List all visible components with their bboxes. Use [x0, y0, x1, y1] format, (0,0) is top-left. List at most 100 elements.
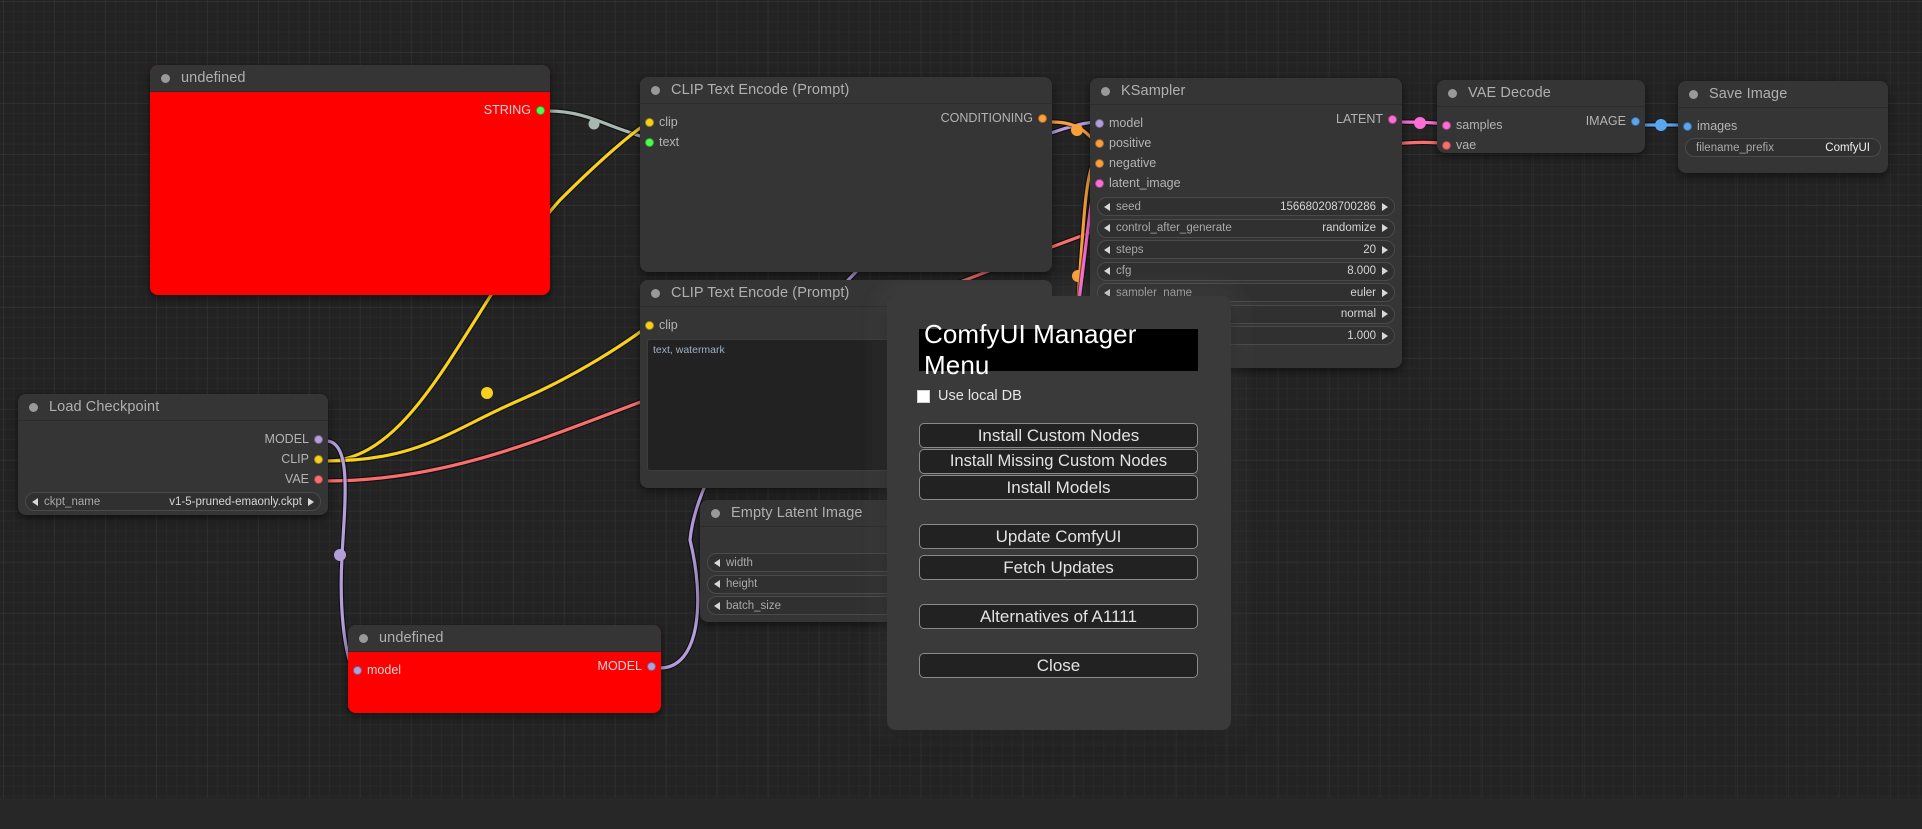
- input-dot-icon[interactable]: [1095, 138, 1104, 148]
- widget-name: ckpt_name: [44, 495, 101, 508]
- input-dot-icon[interactable]: [645, 137, 654, 147]
- output-slot-vae[interactable]: VAE: [18, 469, 328, 489]
- increment-arrow-icon[interactable]: [1382, 202, 1388, 211]
- node-save-image[interactable]: Save Image images filename_prefix ComfyU…: [1678, 81, 1888, 173]
- output-slot-latent[interactable]: LATENT: [1090, 109, 1402, 129]
- node-clip-text-encode-positive[interactable]: CLIP Text Encode (Prompt) clip text COND…: [640, 77, 1052, 272]
- input-dot-icon[interactable]: [1095, 158, 1104, 168]
- install-missing-custom-nodes-button[interactable]: Install Missing Custom Nodes: [919, 449, 1198, 474]
- input-label: images: [1697, 119, 1738, 133]
- collapse-dot-icon[interactable]: [651, 288, 660, 298]
- increment-arrow-icon[interactable]: [1382, 267, 1388, 275]
- input-slot-model[interactable]: model: [1090, 113, 1402, 133]
- update-comfyui-button[interactable]: Update ComfyUI: [919, 524, 1198, 549]
- output-dot-icon[interactable]: [314, 474, 323, 484]
- node-load-checkpoint[interactable]: Load Checkpoint MODEL CLIP VAE ckpt_name…: [18, 394, 328, 515]
- output-slot-model[interactable]: MODEL: [348, 656, 661, 676]
- node-title-bar[interactable]: CLIP Text Encode (Prompt): [640, 77, 1052, 104]
- output-dot-icon[interactable]: [314, 434, 323, 444]
- input-slot-text[interactable]: text: [640, 132, 1052, 152]
- decrement-arrow-icon[interactable]: [714, 580, 720, 588]
- widget-control-after-generate[interactable]: control_after_generate randomize: [1097, 218, 1395, 238]
- collapse-dot-icon[interactable]: [651, 85, 660, 95]
- decrement-arrow-icon[interactable]: [1104, 288, 1110, 297]
- output-slot-clip[interactable]: CLIP: [18, 449, 328, 469]
- input-slot-positive[interactable]: positive: [1090, 133, 1402, 153]
- increment-arrow-icon[interactable]: [1382, 310, 1388, 318]
- increment-arrow-icon[interactable]: [1382, 288, 1388, 297]
- node-title-bar[interactable]: Save Image: [1678, 81, 1888, 108]
- comfyui-manager-dialog[interactable]: ComfyUI Manager Menu Use local DB Instal…: [887, 296, 1231, 730]
- input-slot-images[interactable]: images: [1678, 116, 1888, 136]
- collapse-dot-icon[interactable]: [1448, 88, 1457, 98]
- input-slot-vae[interactable]: vae: [1437, 135, 1645, 155]
- input-slot-model[interactable]: model: [348, 660, 661, 680]
- decrement-arrow-icon[interactable]: [1104, 202, 1110, 211]
- node-vae-decode[interactable]: VAE Decode samples vae IMAGE: [1437, 80, 1645, 153]
- output-dot-icon[interactable]: [1631, 116, 1640, 126]
- decrement-arrow-icon[interactable]: [32, 497, 38, 506]
- use-local-db-row[interactable]: Use local DB: [917, 388, 1022, 404]
- widget-filename-prefix[interactable]: filename_prefix ComfyUI: [1685, 138, 1881, 157]
- input-dot-icon[interactable]: [1683, 121, 1692, 131]
- input-slot-clip[interactable]: clip: [640, 315, 1052, 335]
- node-body: model MODEL: [348, 652, 661, 713]
- collapse-dot-icon[interactable]: [29, 402, 38, 412]
- collapse-dot-icon[interactable]: [1101, 86, 1110, 96]
- decrement-arrow-icon[interactable]: [1104, 245, 1110, 254]
- output-slot-image[interactable]: IMAGE: [1437, 111, 1645, 131]
- decrement-arrow-icon[interactable]: [1104, 224, 1110, 232]
- decrement-arrow-icon[interactable]: [714, 558, 720, 567]
- alternatives-of-a1111-button[interactable]: Alternatives of A1111: [919, 604, 1198, 629]
- widget-ckpt-name[interactable]: ckpt_name v1-5-pruned-emaonly.ckpt: [25, 492, 321, 511]
- input-slot-negative[interactable]: negative: [1090, 153, 1402, 173]
- input-slot-samples[interactable]: samples: [1437, 115, 1645, 135]
- input-slot-latent-image[interactable]: latent_image: [1090, 173, 1402, 193]
- decrement-arrow-icon[interactable]: [1104, 267, 1110, 275]
- node-title-bar[interactable]: VAE Decode: [1437, 80, 1645, 107]
- output-slot-string[interactable]: STRING: [150, 100, 550, 120]
- increment-arrow-icon[interactable]: [308, 497, 314, 506]
- input-slot-clip[interactable]: clip: [640, 112, 1052, 132]
- node-undefined-string[interactable]: undefined STRING: [150, 65, 550, 295]
- output-slot-conditioning[interactable]: CONDITIONING: [640, 108, 1052, 128]
- widget-seed[interactable]: seed 156680208700286: [1097, 197, 1395, 216]
- output-dot-icon[interactable]: [536, 105, 545, 115]
- input-dot-icon[interactable]: [1442, 120, 1451, 130]
- collapse-dot-icon[interactable]: [711, 508, 720, 518]
- node-body: samples vae IMAGE: [1437, 107, 1645, 153]
- node-title-bar[interactable]: undefined: [348, 625, 661, 652]
- use-local-db-checkbox[interactable]: [917, 389, 930, 403]
- input-dot-icon[interactable]: [1095, 178, 1104, 188]
- node-title-bar[interactable]: undefined: [150, 65, 550, 92]
- decrement-arrow-icon[interactable]: [714, 601, 720, 610]
- install-models-button[interactable]: Install Models: [919, 475, 1198, 500]
- increment-arrow-icon[interactable]: [1382, 245, 1388, 254]
- install-custom-nodes-button[interactable]: Install Custom Nodes: [919, 423, 1198, 448]
- output-dot-icon[interactable]: [1388, 114, 1397, 124]
- widget-cfg[interactable]: cfg 8.000: [1097, 261, 1395, 281]
- increment-arrow-icon[interactable]: [1382, 331, 1388, 340]
- node-title-bar[interactable]: KSampler: [1090, 78, 1402, 105]
- output-dot-icon[interactable]: [1038, 113, 1047, 123]
- input-label: samples: [1456, 118, 1503, 132]
- increment-arrow-icon[interactable]: [1382, 224, 1388, 232]
- collapse-dot-icon[interactable]: [359, 633, 368, 643]
- output-slot-model[interactable]: MODEL: [18, 429, 328, 449]
- collapse-dot-icon[interactable]: [1689, 89, 1698, 99]
- input-dot-icon[interactable]: [1095, 118, 1104, 128]
- input-dot-icon[interactable]: [645, 320, 654, 330]
- node-undefined-model[interactable]: undefined model MODEL: [348, 625, 661, 713]
- node-ksampler[interactable]: KSampler model positive negative latent_…: [1090, 78, 1402, 368]
- input-dot-icon[interactable]: [645, 117, 654, 127]
- input-dot-icon[interactable]: [353, 665, 362, 675]
- widget-steps[interactable]: steps 20: [1097, 240, 1395, 259]
- close-button[interactable]: Close: [919, 653, 1198, 678]
- input-dot-icon[interactable]: [1442, 140, 1451, 150]
- node-title-bar[interactable]: Load Checkpoint: [18, 394, 328, 421]
- output-dot-icon[interactable]: [647, 661, 656, 671]
- fetch-updates-button[interactable]: Fetch Updates: [919, 555, 1198, 580]
- collapse-dot-icon[interactable]: [161, 73, 170, 83]
- output-dot-icon[interactable]: [314, 454, 323, 464]
